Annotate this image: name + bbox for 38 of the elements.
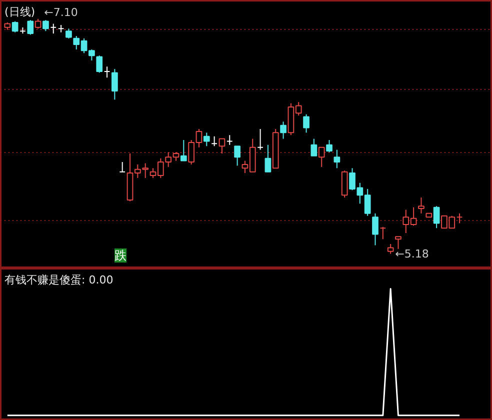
candlestick [395, 236, 402, 250]
candlestick [418, 197, 424, 214]
candlestick [341, 170, 348, 198]
candlestick [303, 114, 310, 134]
candlestick [433, 206, 440, 229]
candlestick [211, 136, 218, 147]
candlestick [96, 55, 103, 74]
candlestick [372, 212, 378, 246]
candlestick [334, 149, 340, 169]
candlestick [27, 20, 34, 36]
candlestick [226, 134, 233, 146]
candlestick [34, 18, 42, 30]
candlestick [234, 146, 240, 166]
candlestick [42, 20, 49, 32]
candlestick [326, 140, 332, 153]
annotation: 跌 [114, 248, 126, 262]
candlestick [66, 28, 72, 39]
candlestick [112, 68, 118, 100]
candlestick [456, 212, 463, 224]
candlestick [12, 20, 18, 33]
candlestick [203, 132, 210, 147]
candlestick [180, 140, 187, 162]
candlestick [50, 23, 57, 34]
chart-title: 有钱不赚是傻蛋: 0.00 [4, 274, 114, 286]
candlestick [257, 128, 264, 150]
candlestick [280, 121, 286, 140]
candlestick [104, 66, 110, 78]
candlestick [318, 146, 325, 168]
text: (日线) [4, 6, 36, 18]
candlestick [387, 244, 394, 254]
candlestick [218, 138, 226, 154]
candlestick [58, 24, 64, 33]
annotation: ←5.18 [395, 247, 429, 260]
candlestick [310, 138, 318, 156]
candlestick [119, 162, 126, 172]
annotation: ←7.10 [44, 6, 78, 19]
candlestick [380, 226, 386, 240]
candlestick [264, 144, 272, 172]
